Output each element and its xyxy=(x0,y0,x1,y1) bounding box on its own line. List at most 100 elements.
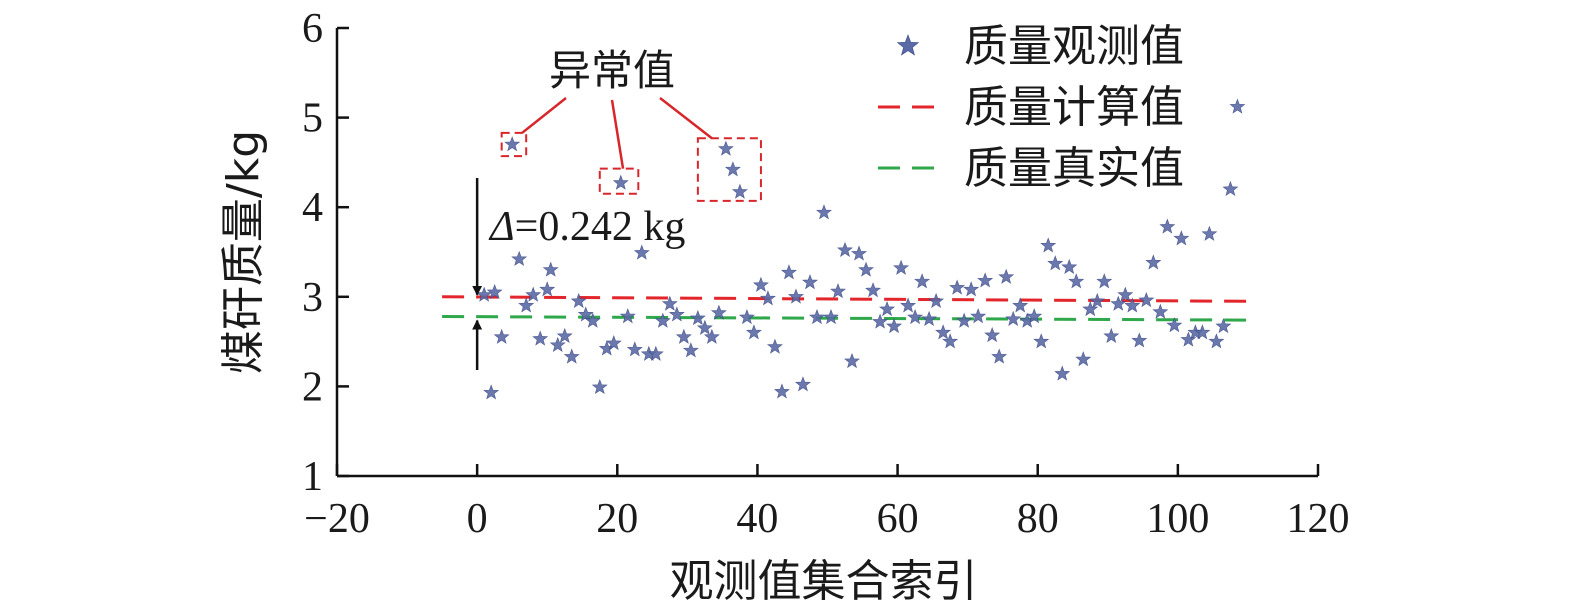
data-point xyxy=(668,306,685,322)
data-point xyxy=(928,292,945,309)
data-point xyxy=(745,324,762,340)
x-tick-label: 40 xyxy=(736,496,778,542)
x-tick-label: 100 xyxy=(1146,496,1209,542)
data-point xyxy=(626,341,643,357)
data-point xyxy=(556,327,573,343)
data-point xyxy=(1194,324,1211,340)
data-point xyxy=(998,268,1015,284)
data-point xyxy=(963,281,980,297)
outlier-leader-line xyxy=(610,99,625,169)
axes xyxy=(335,28,1318,478)
data-point xyxy=(921,310,938,326)
data-point xyxy=(591,378,608,395)
data-point xyxy=(1110,295,1127,311)
data-point xyxy=(774,383,790,399)
data-point xyxy=(970,308,987,324)
x-tick-label: 60 xyxy=(877,496,919,542)
data-point xyxy=(1215,318,1232,334)
data-point xyxy=(759,290,776,306)
delta-label: Δ=0.242 kg xyxy=(488,204,685,250)
x-tick-label: 120 xyxy=(1287,496,1350,542)
data-point xyxy=(935,324,952,340)
data-point xyxy=(717,140,734,156)
data-point xyxy=(1005,310,1022,326)
data-point xyxy=(675,328,692,344)
data-point xyxy=(661,295,678,311)
legend-item: 质量观测值 xyxy=(896,21,1184,72)
delta-symbol: Δ xyxy=(488,204,515,250)
delta-value: =0.242 kg xyxy=(515,204,686,250)
data-point xyxy=(647,345,664,361)
data-point xyxy=(504,136,521,152)
data-point xyxy=(563,348,580,364)
outlier-leader-line xyxy=(521,97,567,134)
y-axis-title: 煤矸质量/kg xyxy=(218,130,269,374)
ticks: −20 0 20 40 60 80 100 120 1 2 3 4 5 6 xyxy=(302,6,1350,542)
data-point xyxy=(619,308,636,324)
data-point xyxy=(724,161,741,177)
data-point xyxy=(956,312,973,328)
data-point xyxy=(766,338,783,354)
data-point xyxy=(823,309,839,325)
data-point xyxy=(1145,254,1162,270)
data-point xyxy=(1180,331,1197,347)
data-point xyxy=(1082,300,1099,317)
data-point xyxy=(682,342,699,358)
data-point xyxy=(802,274,818,290)
data-point xyxy=(1159,218,1176,234)
data-point xyxy=(612,174,629,190)
data-point xyxy=(1096,273,1113,289)
x-tick-label: −20 xyxy=(304,496,370,542)
data-point xyxy=(633,244,650,260)
data-point xyxy=(549,336,566,352)
data-point xyxy=(1124,297,1141,313)
y-tick-label: 1 xyxy=(302,454,323,500)
data-point xyxy=(539,281,556,297)
data-point xyxy=(1040,237,1057,253)
data-point xyxy=(900,297,917,313)
data-point xyxy=(1152,303,1169,319)
data-point xyxy=(486,283,503,300)
data-point xyxy=(1061,258,1078,274)
data-point xyxy=(1075,351,1092,367)
data-point xyxy=(1033,333,1050,349)
data-point xyxy=(1208,333,1225,349)
data-point xyxy=(584,312,601,328)
outlier-label: 异常值 xyxy=(549,46,675,95)
data-point xyxy=(1138,292,1155,308)
data-point xyxy=(542,261,559,277)
data-point xyxy=(1117,286,1134,302)
data-point xyxy=(1222,180,1239,197)
legend-label: 质量计算值 xyxy=(964,82,1184,133)
data-point xyxy=(476,286,493,302)
data-point xyxy=(816,204,832,220)
data-point xyxy=(1068,273,1085,289)
data-point xyxy=(858,261,874,277)
data-point xyxy=(1026,308,1043,324)
data-point xyxy=(788,288,804,304)
data-point xyxy=(977,272,994,288)
legend-label: 质量真实值 xyxy=(964,143,1184,194)
data-point xyxy=(781,264,797,280)
data-point xyxy=(886,318,903,334)
x-tick-label: 80 xyxy=(1017,496,1059,542)
reference-lines xyxy=(442,295,1248,322)
data-point xyxy=(696,319,713,335)
data-point xyxy=(1103,327,1120,343)
data-point xyxy=(1229,98,1246,114)
x-axis-title: 观测值集合索引 xyxy=(670,556,978,607)
data-point xyxy=(844,352,860,369)
outlier-box xyxy=(696,137,762,202)
data-point xyxy=(710,304,727,320)
data-point xyxy=(991,348,1008,364)
data-point xyxy=(809,309,825,325)
data-point xyxy=(893,259,910,275)
data-point xyxy=(795,376,811,392)
data-point xyxy=(738,309,755,325)
data-point xyxy=(1201,225,1218,241)
outlier-leader-line xyxy=(659,97,713,140)
outlier-box xyxy=(598,167,640,195)
legend-item: 质量真实值 xyxy=(878,143,1184,194)
